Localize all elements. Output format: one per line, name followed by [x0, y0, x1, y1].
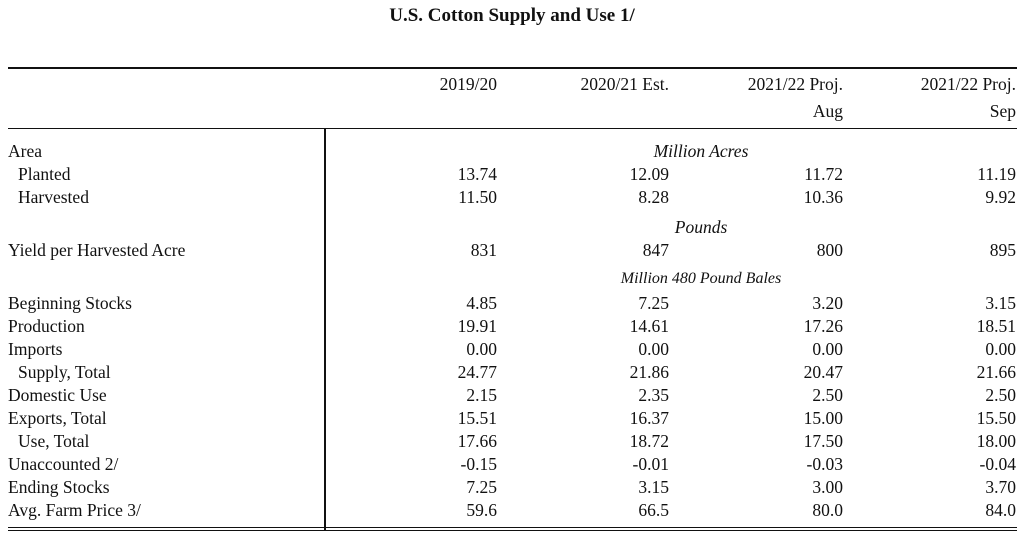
- row-label: Harvested: [18, 187, 89, 207]
- column-header-line1: 2021/22 Proj.: [747, 74, 843, 94]
- cell-value: 800: [816, 240, 843, 260]
- table-row: Area Million Acres: [0, 141, 1024, 163]
- row-label: Domestic Use: [8, 385, 107, 405]
- cell-value: 14.61: [629, 316, 669, 336]
- row-label: Yield per Harvested Acre: [8, 240, 186, 260]
- table-row: Pounds: [0, 217, 1024, 239]
- column-header-line1: 2020/21 Est.: [580, 74, 669, 94]
- cell-value: 9.92: [985, 187, 1016, 207]
- table-title: U.S. Cotton Supply and Use 1/: [389, 5, 635, 26]
- cell-value: 7.25: [638, 293, 669, 313]
- cell-value: 3.20: [812, 293, 843, 313]
- unit-label: Pounds: [674, 217, 728, 237]
- cell-value: 12.09: [629, 164, 669, 184]
- cell-value: 18.00: [976, 431, 1016, 451]
- cell-value: 15.51: [457, 408, 497, 428]
- row-label: Ending Stocks: [8, 477, 110, 497]
- row-label: Production: [8, 316, 85, 336]
- cell-value: 8.28: [638, 187, 669, 207]
- table-row: Planted 13.74 12.09 11.72 11.19: [0, 164, 1024, 186]
- row-label: Exports, Total: [8, 408, 107, 428]
- cell-value: 80.0: [812, 500, 843, 520]
- table-row: Unaccounted 2/ -0.15 -0.01 -0.03 -0.04: [0, 454, 1024, 476]
- cell-value: 0.00: [466, 339, 497, 359]
- cell-value: 2.50: [985, 385, 1016, 405]
- table-row: Supply, Total 24.77 21.86 20.47 21.66: [0, 362, 1024, 384]
- cell-value: 59.6: [466, 500, 497, 520]
- row-label: Supply, Total: [18, 362, 111, 382]
- cell-value: 13.74: [457, 164, 497, 184]
- cell-value: 3.00: [812, 477, 843, 497]
- table-row: Harvested 11.50 8.28 10.36 9.92: [0, 187, 1024, 209]
- cell-value: 4.85: [466, 293, 497, 313]
- column-header-line1: 2021/22 Proj.: [920, 74, 1016, 94]
- cell-value: 847: [642, 240, 669, 260]
- cell-value: 84.0: [985, 500, 1016, 520]
- cell-value: 21.66: [976, 362, 1016, 382]
- table-row: Million 480 Pound Bales: [0, 270, 1024, 292]
- column-header-line2: Sep: [989, 101, 1016, 121]
- cell-value: 3.70: [985, 477, 1016, 497]
- cell-value: 7.25: [466, 477, 497, 497]
- cell-value: 16.37: [629, 408, 669, 428]
- row-label: Imports: [8, 339, 63, 359]
- cell-value: 2.50: [812, 385, 843, 405]
- column-header-line2: Aug: [812, 101, 843, 121]
- header-rule: [8, 128, 1017, 129]
- cell-value: 19.91: [457, 316, 497, 336]
- unit-label: Million Acres: [653, 141, 749, 161]
- cell-value: 15.50: [976, 408, 1016, 428]
- cell-value: 11.72: [804, 164, 843, 184]
- cell-value: 3.15: [985, 293, 1016, 313]
- table-row: Yield per Harvested Acre 831 847 800 895: [0, 240, 1024, 262]
- cell-value: 24.77: [457, 362, 497, 382]
- table-row: Beginning Stocks 4.85 7.25 3.20 3.15: [0, 293, 1024, 315]
- cell-value: 17.26: [803, 316, 843, 336]
- table-row: Avg. Farm Price 3/59.6 66.5 80.0 84.0: [0, 500, 1024, 522]
- cell-value: 3.15: [638, 477, 669, 497]
- row-label: Use, Total: [18, 431, 90, 451]
- cell-value: 18.51: [976, 316, 1016, 336]
- top-rule: [8, 67, 1017, 69]
- cell-value: 2.35: [638, 385, 669, 405]
- table-row: Imports 0.00 0.00 0.00 0.00: [0, 339, 1024, 361]
- bottom-rule: [8, 527, 1017, 528]
- cell-value: -0.01: [632, 454, 669, 474]
- cell-value: 0.00: [812, 339, 843, 359]
- table-row: Exports, Total 15.51 16.37 15.00 15.50: [0, 408, 1024, 430]
- cell-value: -0.15: [460, 454, 497, 474]
- cell-value: 11.50: [458, 187, 497, 207]
- cell-value: 0.00: [638, 339, 669, 359]
- row-label: Beginning Stocks: [8, 293, 132, 313]
- cell-value: 2.15: [466, 385, 497, 405]
- row-label: Avg. Farm Price 3/: [8, 500, 141, 520]
- cell-value: 15.00: [803, 408, 843, 428]
- cell-value: -0.03: [806, 454, 843, 474]
- table-row: Use, Total 17.66 18.72 17.50 18.00: [0, 431, 1024, 453]
- unit-label: Million 480 Pound Bales: [620, 270, 782, 287]
- cell-value: 66.5: [638, 500, 669, 520]
- cell-value: 17.66: [457, 431, 497, 451]
- row-label: Planted: [18, 164, 71, 184]
- row-label: Unaccounted 2/: [8, 454, 119, 474]
- column-header-line1: 2019/20: [439, 74, 497, 94]
- cell-value: 10.36: [803, 187, 843, 207]
- cell-value: 17.50: [803, 431, 843, 451]
- table-row: Domestic Use 2.15 2.35 2.50 2.50: [0, 385, 1024, 407]
- cell-value: 895: [989, 240, 1016, 260]
- cell-value: -0.04: [979, 454, 1016, 474]
- cell-value: 18.72: [629, 431, 669, 451]
- table-row: Production 19.91 14.61 17.26 18.51: [0, 316, 1024, 338]
- cell-value: 20.47: [803, 362, 843, 382]
- bottom-rule-2: [8, 530, 1017, 531]
- row-label: Area: [8, 141, 43, 161]
- cell-value: 21.86: [629, 362, 669, 382]
- cell-value: 0.00: [985, 339, 1016, 359]
- cell-value: 831: [470, 240, 497, 260]
- cell-value: 11.19: [977, 164, 1016, 184]
- column-divider: [324, 128, 326, 530]
- table-row: Ending Stocks 7.25 3.15 3.00 3.70: [0, 477, 1024, 499]
